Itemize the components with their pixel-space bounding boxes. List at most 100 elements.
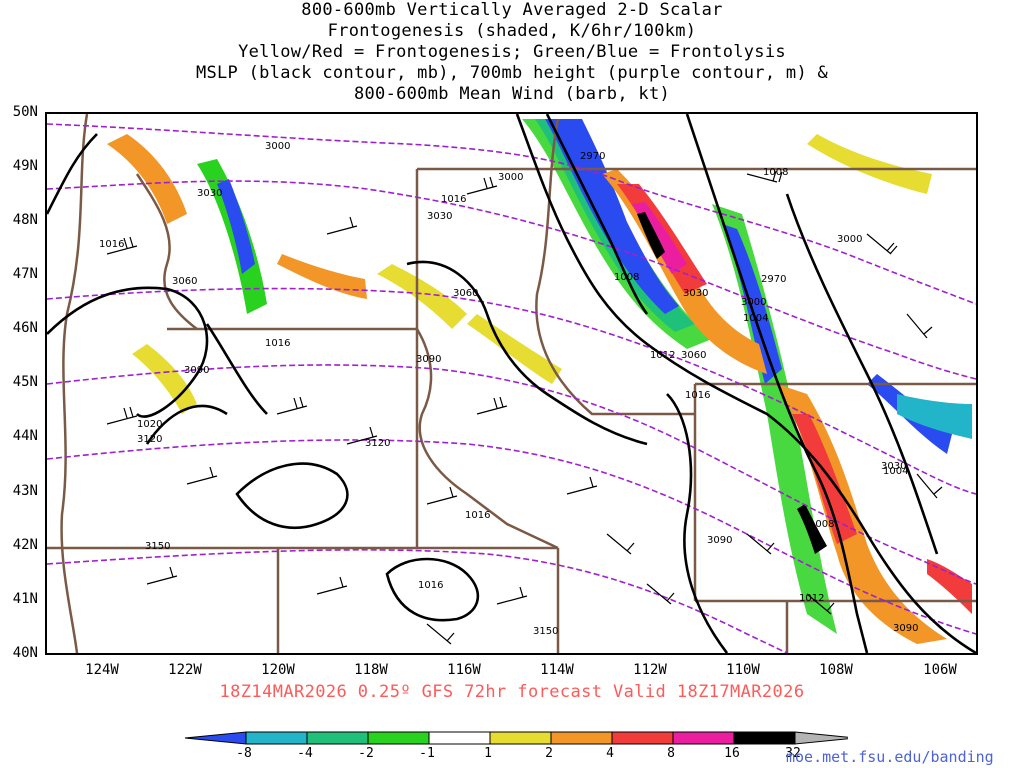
mslp-label: 1016: [685, 390, 710, 401]
height-label: 2970: [761, 274, 786, 285]
height-label: 3000: [498, 172, 523, 183]
frontogenesis-band: [792, 414, 857, 544]
lon-label: 108W: [819, 662, 853, 678]
height-label: 3090: [893, 623, 918, 634]
colorbar-segment: [672, 731, 735, 745]
colorbar-label: 2: [545, 746, 553, 761]
colorbar-label: -4: [297, 746, 313, 761]
frontolysis-band: [217, 179, 255, 274]
frontogenesis-band: [377, 264, 467, 329]
colorbar-segment: [794, 731, 848, 745]
lon-label: 118W: [354, 662, 388, 678]
colorbar-segment: [550, 731, 613, 745]
frontogenesis-band: [807, 134, 932, 194]
lon-label: 110W: [726, 662, 760, 678]
height-label: 3120: [365, 438, 390, 449]
height-label: 3150: [533, 626, 558, 637]
frontolysis-band: [897, 394, 972, 439]
height-label: 3000: [837, 234, 862, 245]
colorbar: [184, 731, 848, 745]
height-label: 3090: [184, 365, 209, 376]
mslp-label: 1016: [441, 194, 466, 205]
colorbar-label: -8: [236, 746, 252, 761]
height-label: 3090: [707, 535, 732, 546]
lat-label: 46N: [12, 320, 38, 336]
mslp-label: 1016: [265, 338, 290, 349]
mslp-label: 1008: [763, 167, 788, 178]
colorbar-label: 16: [724, 746, 740, 761]
mslp-contours: [47, 114, 976, 653]
height-label: 3030: [881, 461, 906, 472]
height-label: 3060: [172, 276, 197, 287]
mslp-label: 1016: [99, 239, 124, 250]
colorbar-label: -2: [358, 746, 374, 761]
map-canvas: 1016 1016 1016 1016 1020 1016 1012 1016 …: [47, 114, 976, 653]
lon-label: 122W: [168, 662, 202, 678]
lat-label: 49N: [12, 158, 38, 174]
lon-label: 112W: [633, 662, 667, 678]
colorbar-label: -1: [419, 746, 435, 761]
colorbar-label: 1: [484, 746, 492, 761]
mslp-label: 1012: [799, 593, 824, 604]
height-label: 3030: [427, 211, 452, 222]
colorbar-label: 8: [667, 746, 675, 761]
lat-label: 40N: [12, 645, 38, 661]
frontolysis-band: [197, 159, 267, 314]
lat-label: 42N: [12, 537, 38, 553]
lon-label: 124W: [85, 662, 119, 678]
height-label: 3060: [681, 350, 706, 361]
colorbar-label: 32: [785, 746, 801, 761]
state-borders: [47, 114, 976, 653]
mslp-contour-labels: 1016 1016 1016 1016 1020 1016 1012 1016 …: [99, 167, 908, 604]
valid-time-line: 18Z14MAR2026 0.25º GFS 72hr forecast Val…: [219, 682, 805, 702]
lon-label: 116W: [447, 662, 481, 678]
lat-label: 48N: [12, 212, 38, 228]
frontogenesis-band: [107, 134, 187, 224]
colorbar-segment: [184, 731, 247, 745]
colorbar-segment: [611, 731, 674, 745]
colorbar-segment: [245, 731, 308, 745]
mslp-label: 1004: [883, 466, 908, 477]
lon-label: 120W: [261, 662, 295, 678]
height-label: 3000: [265, 141, 290, 152]
title-line-4: MSLP (black contour, mb), 700mb height (…: [195, 63, 829, 83]
frontogenesis-band: [797, 504, 827, 554]
height-label: 3090: [416, 354, 441, 365]
height-label: 3150: [145, 541, 170, 552]
colorbar-segment: [306, 731, 369, 745]
frontogenesis-band: [277, 254, 367, 299]
title-line-3: Yellow/Red = Frontogenesis; Green/Blue =…: [238, 42, 786, 62]
colorbar-segment: [733, 731, 796, 745]
lon-label: 106W: [923, 662, 957, 678]
colorbar-segment: [428, 731, 491, 745]
wind-barbs: [106, 170, 943, 645]
mslp-label: 1004: [743, 313, 768, 324]
height-label: 3120: [137, 434, 162, 445]
mslp-label: 1016: [465, 510, 490, 521]
credit-link[interactable]: moe.met.fsu.edu/banding: [786, 748, 994, 766]
mslp-label: 1020: [137, 419, 162, 430]
height-label: 3060: [453, 288, 478, 299]
mslp-label: 1012: [650, 350, 675, 361]
height-label: 3030: [683, 288, 708, 299]
height-label: 3000: [741, 297, 766, 308]
lat-label: 50N: [12, 104, 38, 120]
lat-label: 45N: [12, 374, 38, 390]
lat-label: 43N: [12, 483, 38, 499]
height-label: 3030: [197, 188, 222, 199]
lat-label: 47N: [12, 266, 38, 282]
height-label: 2970: [580, 151, 605, 162]
title-line-1: 800-600mb Vertically Averaged 2-D Scalar: [301, 0, 723, 20]
lon-label: 114W: [540, 662, 574, 678]
height-contour-labels: 3000 3000 2970 3030 3030 3060 3060 3090 …: [137, 141, 918, 637]
frontogenesis-shading: [107, 119, 972, 644]
frontogenesis-band: [637, 212, 665, 259]
mslp-label: 1008: [809, 519, 834, 530]
colorbar-segment: [367, 731, 430, 745]
title-line-5: 800-600mb Mean Wind (barb, kt): [353, 84, 671, 104]
colorbar-label: 4: [606, 746, 614, 761]
lat-label: 41N: [12, 591, 38, 607]
colorbar-segment: [489, 731, 552, 745]
title-line-2: Frontogenesis (shaded, K/6hr/100km): [327, 21, 697, 41]
mslp-label: 1008: [614, 272, 639, 283]
